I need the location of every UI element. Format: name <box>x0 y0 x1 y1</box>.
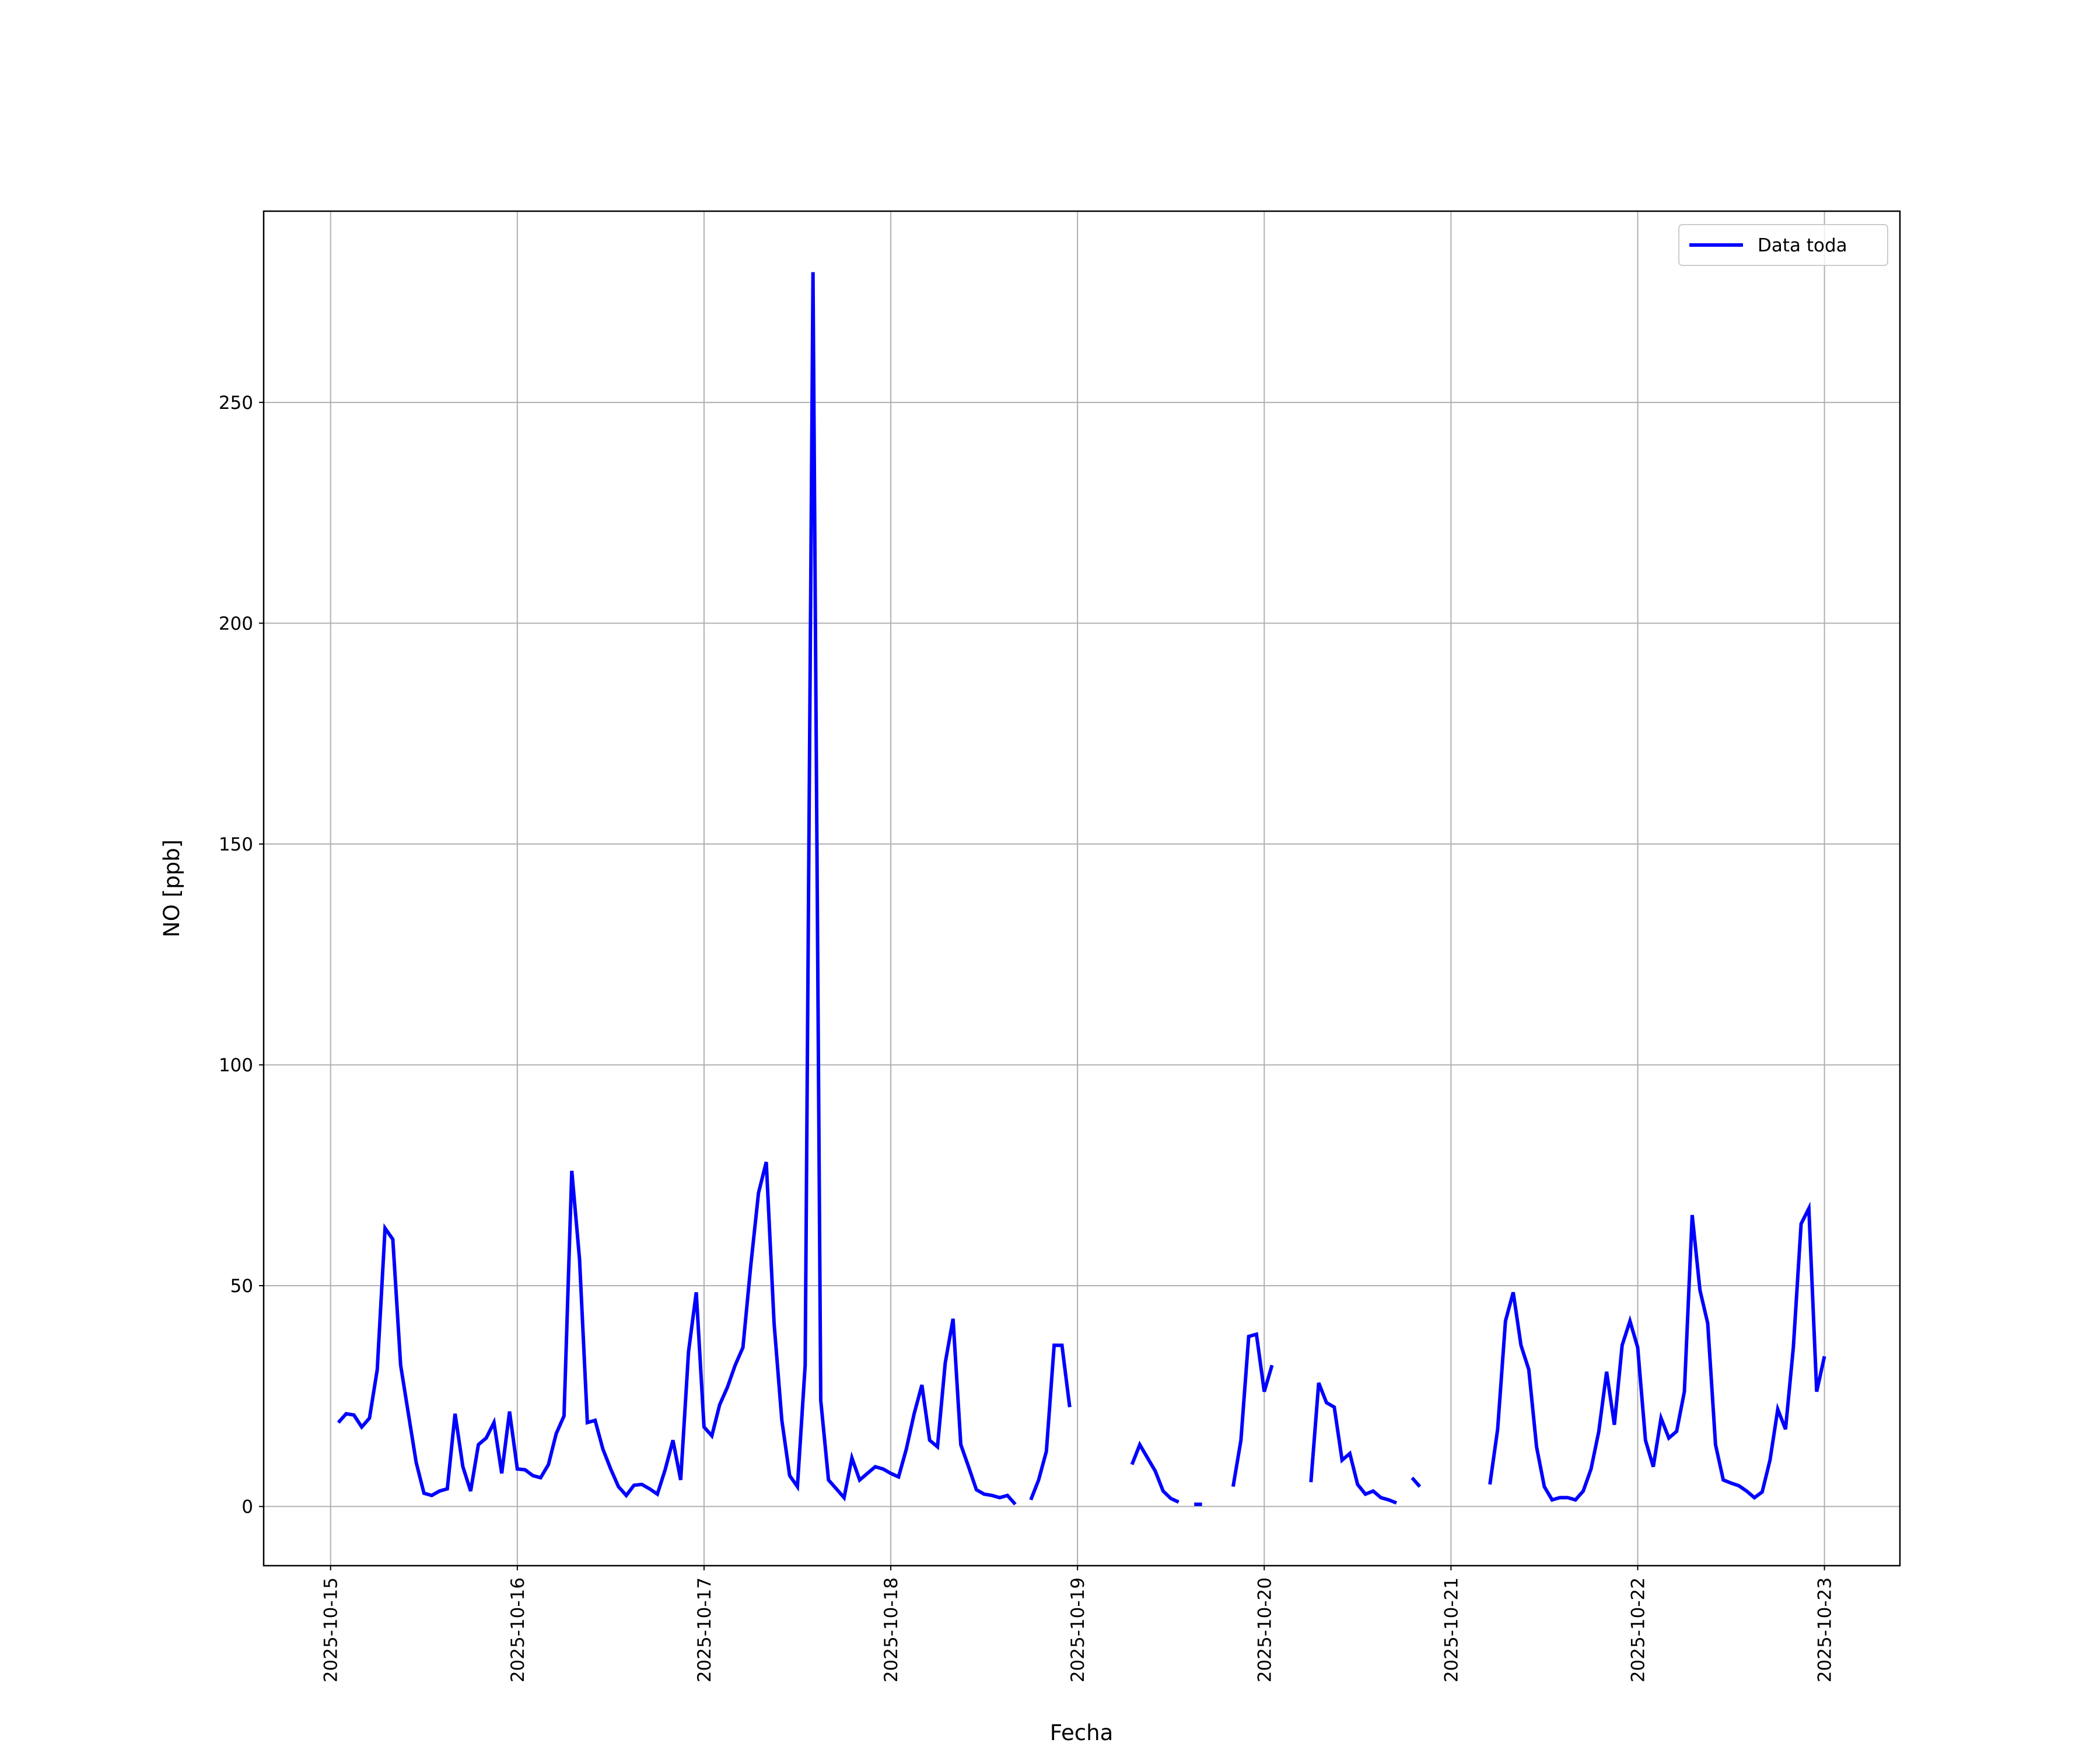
legend-label: Data toda <box>1758 235 1847 256</box>
x-tick-label: 2025-10-20 <box>1254 1577 1275 1682</box>
x-tick-label: 2025-10-19 <box>1068 1577 1088 1682</box>
x-tick-label: 2025-10-23 <box>1815 1577 1836 1682</box>
x-tick-label: 2025-10-16 <box>508 1577 528 1682</box>
y-tick-label: 100 <box>219 1055 253 1076</box>
data-line <box>337 272 1826 1506</box>
y-tick-label: 150 <box>219 834 253 855</box>
y-axis-label: NO [ppb] <box>159 839 184 937</box>
x-tick-label: 2025-10-17 <box>694 1577 715 1682</box>
x-tick-label: 2025-10-18 <box>881 1577 902 1682</box>
x-tick-label: 2025-10-21 <box>1441 1577 1462 1682</box>
y-tick-label: 50 <box>230 1276 253 1297</box>
y-tick-label: 200 <box>219 613 253 634</box>
plot-frame <box>262 210 1901 1567</box>
x-tick-label: 2025-10-15 <box>321 1577 342 1682</box>
x-tick-label: 2025-10-22 <box>1628 1577 1649 1682</box>
y-tick-label: 0 <box>242 1497 253 1518</box>
legend: Data toda <box>1678 224 1888 266</box>
y-tick-label: 250 <box>219 393 253 414</box>
x-axis-label: Fecha <box>1050 1720 1114 1745</box>
legend-box <box>1678 224 1888 266</box>
